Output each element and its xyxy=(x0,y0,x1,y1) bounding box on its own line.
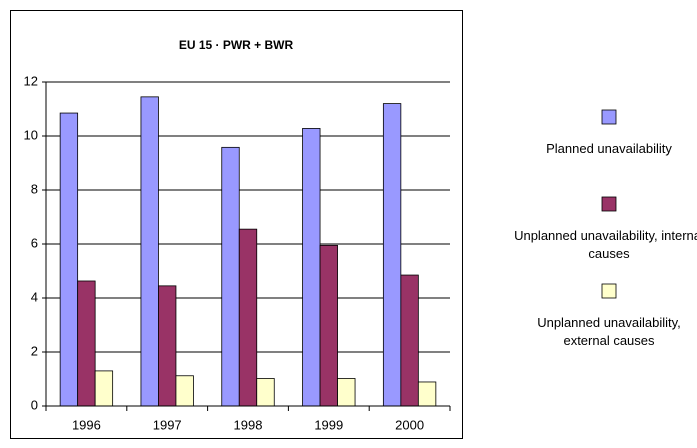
bar xyxy=(319,244,338,407)
bar xyxy=(400,274,419,407)
x-tick-label: 1998 xyxy=(234,417,263,432)
y-tick-label: 2 xyxy=(31,343,38,358)
bar xyxy=(417,381,437,407)
y-tick-label: 0 xyxy=(31,397,38,412)
bar xyxy=(256,378,275,407)
bar xyxy=(302,128,321,407)
x-tick-label: 1996 xyxy=(72,417,101,432)
x-tick-label: 2000 xyxy=(395,417,424,432)
bar xyxy=(77,280,96,407)
bar xyxy=(140,96,159,407)
y-tick-label: 12 xyxy=(24,73,38,88)
y-tick-label: 4 xyxy=(31,289,38,304)
legend-label: Unplanned unavailability, external cause… xyxy=(537,315,681,348)
legend-swatch xyxy=(601,109,617,125)
y-tick-label: 8 xyxy=(31,181,38,196)
y-tick-label: 10 xyxy=(24,127,38,142)
chart-border xyxy=(10,10,463,439)
bar xyxy=(337,378,356,407)
bar xyxy=(94,370,114,407)
bar xyxy=(158,285,177,407)
legend-label: Unplanned unavailability, internal cause… xyxy=(514,228,697,261)
legend-swatch xyxy=(601,283,617,299)
x-tick-label: 1997 xyxy=(153,417,182,432)
x-tick-label: 1999 xyxy=(314,417,343,432)
y-tick-label: 6 xyxy=(31,235,38,250)
bar xyxy=(59,112,79,407)
bar xyxy=(175,375,194,407)
bar xyxy=(382,103,402,407)
chart-title: EU 15 · PWR + BWR xyxy=(179,38,294,52)
bar xyxy=(238,228,258,407)
bar xyxy=(221,146,240,407)
legend-label: Planned unavailability xyxy=(546,141,672,156)
legend-swatch xyxy=(601,196,617,212)
